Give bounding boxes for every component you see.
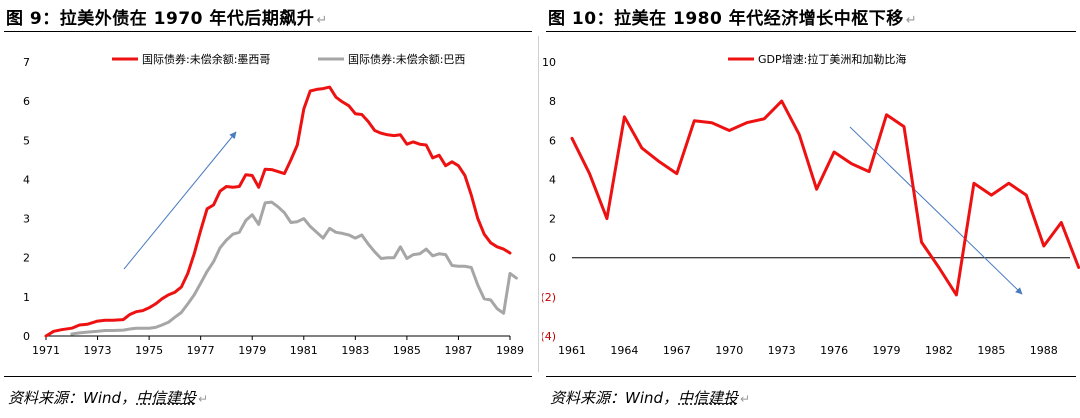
y-tick-label: (2) [542, 291, 556, 304]
x-tick-label: 1977 [187, 344, 215, 357]
x-tick-label: 1973 [768, 344, 796, 357]
y-tick-label: 5 [23, 134, 30, 147]
y-tick-label: 2 [23, 252, 30, 265]
y-tick-label: 0 [549, 252, 556, 265]
x-tick-label: 1989 [496, 344, 524, 357]
series-line-mexico [44, 85, 512, 338]
return-mark-icon: ↵ [198, 392, 209, 406]
return-mark-icon: ↵ [905, 13, 918, 28]
figure-9-title: 图 9：拉美外债在 1970 年代后期飙升 ↵ [6, 4, 328, 29]
y-tick-label: 4 [549, 173, 556, 186]
trend-arrow-icon [849, 126, 1023, 295]
source-prefix: 资料来源：Wind， [550, 389, 679, 407]
x-tick-label: 1979 [873, 344, 901, 357]
y-tick-label: 6 [23, 95, 30, 108]
y-tick-label: 6 [549, 134, 556, 147]
y-tick-label: (4) [542, 330, 556, 343]
x-tick-label: 1970 [715, 344, 743, 357]
y-tick-label: 8 [549, 95, 556, 108]
y-tick-label: 3 [23, 213, 30, 226]
figure-10-source: 资料来源：Wind，中信建投 ↵ [550, 387, 750, 408]
source-rule [546, 376, 1076, 377]
source-rule [4, 376, 532, 377]
panel-divider [538, 36, 539, 372]
x-tick-label: 1982 [925, 344, 953, 357]
x-tick-label: 1967 [663, 344, 691, 357]
legend-label: GDP增速:拉丁美洲和加勒比海 [758, 52, 906, 66]
x-tick-label: 1975 [135, 344, 163, 357]
x-tick-label: 1973 [84, 344, 112, 357]
x-tick-label: 1988 [1030, 344, 1058, 357]
series-line-gdp-growth [570, 99, 1080, 297]
figure-9-title-text: 图 9：拉美外债在 1970 年代后期飙升 [6, 9, 315, 29]
x-tick-label: 1981 [290, 344, 318, 357]
x-tick-label: 1985 [977, 344, 1005, 357]
trend-arrow-icon [123, 131, 237, 270]
x-tick-label: 1976 [820, 344, 848, 357]
y-tick-label: 2 [549, 213, 556, 226]
return-mark-icon: ↵ [316, 13, 328, 28]
legend-label: 国际债券:未偿余额:巴西 [348, 52, 465, 66]
x-tick-label: 1964 [610, 344, 638, 357]
x-tick-label: 1987 [444, 344, 472, 357]
source-org: 中信建投 [678, 389, 739, 407]
x-tick-label: 1985 [393, 344, 421, 357]
y-tick-label: 1 [23, 291, 30, 304]
figure-10-chart: 1961 1964 1967 1970 1973 1976 1979 1982 1985 1988… [542, 52, 1080, 357]
figure-9-panel: 图 9：拉美外债在 1970 年代后期飙升 ↵ 1971 1973 1975 1977 1… [0, 0, 536, 418]
figure-10-title-text: 图 10：拉美在 1980 年代经济增长中枢下移 [548, 9, 904, 29]
source-prefix: 资料来源：Wind， [8, 389, 137, 407]
title-rule [546, 31, 1076, 32]
figure-10-title: 图 10：拉美在 1980 年代经济增长中枢下移 ↵ [548, 4, 917, 29]
legend-label: 国际债券:未偿余额:墨西哥 [142, 52, 270, 66]
y-tick-label: 0 [23, 330, 30, 343]
figure-9-source: 资料来源：Wind，中信建投 ↵ [8, 387, 208, 408]
return-mark-icon: ↵ [740, 392, 751, 406]
x-tick-label: 1971 [32, 344, 60, 357]
y-tick-label: 7 [23, 56, 30, 69]
figure-10-panel: 图 10：拉美在 1980 年代经济增长中枢下移 ↵ 1961 1964 1967 19… [542, 0, 1080, 418]
y-tick-label: 10 [542, 56, 556, 69]
title-rule [4, 31, 532, 32]
series-line-brazil [70, 200, 518, 336]
figure-9-chart: 1971 1973 1975 1977 1979 1981 1983 1985 1987 1989… [23, 52, 524, 357]
x-tick-label: 1983 [341, 344, 369, 357]
source-org: 中信建投 [136, 389, 197, 407]
x-tick-label: 1979 [238, 344, 266, 357]
y-tick-label: 4 [23, 173, 30, 186]
x-tick-label: 1961 [558, 344, 586, 357]
